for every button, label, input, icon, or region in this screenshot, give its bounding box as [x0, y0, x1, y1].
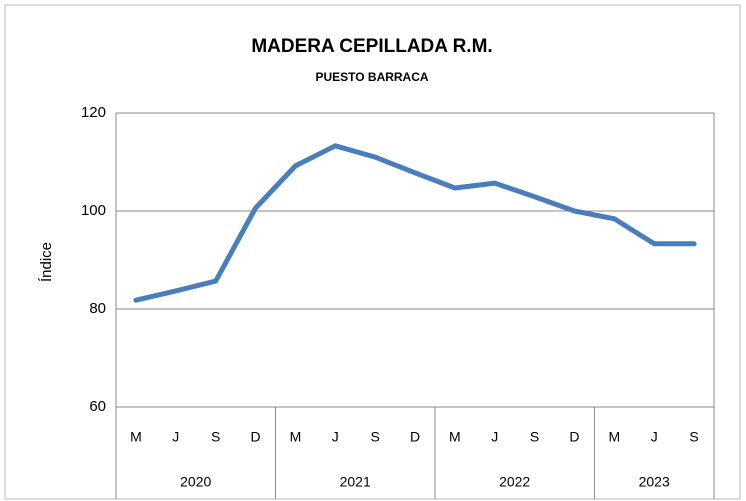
x-tick-label: S	[370, 429, 379, 445]
x-tick-label: D	[250, 429, 260, 445]
x-tick-label: M	[290, 429, 302, 445]
x-group-label: 2023	[639, 474, 670, 490]
x-group-label: 2022	[499, 474, 530, 490]
x-tick-label: M	[130, 429, 142, 445]
data-line	[133, 143, 697, 303]
x-tick-label: D	[569, 429, 579, 445]
x-tick-label: S	[211, 429, 220, 445]
x-group-label: 2021	[340, 474, 371, 490]
x-tick-label: J	[332, 429, 339, 445]
y-tick-label: 120	[81, 104, 106, 121]
chart-border	[4, 4, 741, 500]
x-tick-label: J	[491, 429, 498, 445]
y-tick-label: 60	[89, 398, 106, 415]
x-tick-label: J	[651, 429, 658, 445]
x-tick-label: M	[608, 429, 620, 445]
y-axis-title: Índice	[38, 242, 55, 282]
chart-subtitle: PUESTO BARRACA	[315, 70, 428, 84]
chart-title: MADERA CEPILLADA R.M.	[251, 36, 492, 57]
x-tick-label: D	[410, 429, 420, 445]
y-tick-label: 100	[81, 202, 106, 219]
x-tick-label: S	[530, 429, 539, 445]
y-tick-label: 80	[89, 300, 106, 317]
x-tick-label: J	[172, 429, 179, 445]
x-tick-label: S	[689, 429, 698, 445]
x-group-label: 2020	[180, 474, 211, 490]
x-tick-label: M	[449, 429, 461, 445]
